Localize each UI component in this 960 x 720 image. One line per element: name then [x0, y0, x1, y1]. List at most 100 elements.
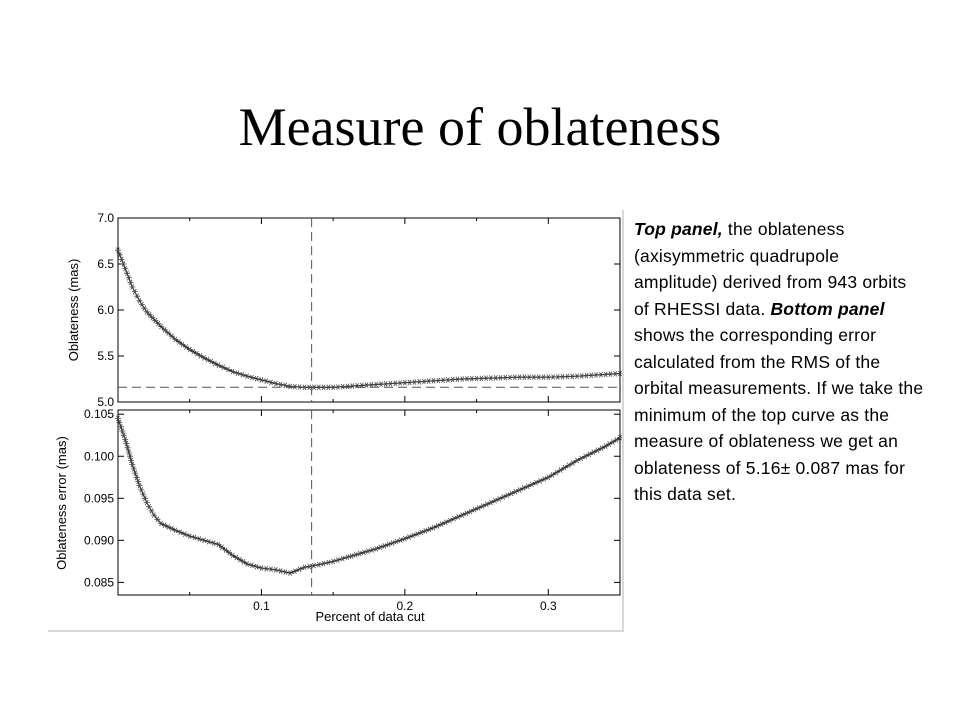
bottom-asterisk-marker	[418, 529, 425, 536]
bottom-asterisk-marker	[459, 512, 466, 518]
bottom-asterisk-marker	[244, 561, 251, 567]
top-data-point	[183, 344, 190, 350]
bottom-data-point	[116, 419, 123, 426]
top-asterisk-marker	[617, 370, 622, 377]
bottom-asterisk-marker	[565, 462, 572, 469]
top-data-point	[165, 330, 172, 336]
top-y-tick-label: 6.0	[97, 303, 114, 317]
bottom-asterisk-marker	[141, 495, 148, 502]
top-asterisk-marker	[234, 370, 241, 376]
bottom-y-tick-label: 0.095	[84, 491, 114, 505]
top-data-point	[155, 320, 162, 327]
top-data-point	[127, 279, 134, 286]
bottom-data-point	[177, 529, 184, 535]
top-y-axis-label: Oblateness (mas)	[66, 259, 81, 362]
bottom-asterisk-marker	[471, 506, 478, 513]
bottom-asterisk-marker	[430, 524, 437, 531]
top-asterisk-marker	[152, 317, 159, 324]
oblateness-chart: 5.05.56.06.57.0 Oblateness (mas) 0.0850.…	[54, 211, 622, 624]
top-asterisk-marker	[277, 381, 284, 388]
bottom-data-point	[219, 544, 225, 551]
top-asterisk-marker	[220, 364, 227, 371]
top-data-point	[277, 381, 284, 388]
bottom-asterisk-marker	[253, 563, 260, 570]
bottom-asterisk-marker	[360, 549, 367, 556]
bottom-data-point	[360, 549, 367, 556]
top-asterisk-marker	[125, 275, 132, 281]
bottom-data-point	[272, 567, 279, 573]
top-panel-frame	[117, 217, 621, 403]
bottom-asterisk-marker	[201, 537, 208, 544]
bottom-asterisk-marker	[210, 540, 217, 546]
bottom-asterisk-marker	[272, 567, 279, 573]
top-asterisk-marker	[183, 344, 190, 350]
bottom-asterisk-marker	[352, 552, 359, 558]
bottom-data-point	[296, 566, 303, 572]
top-asterisk-marker	[248, 374, 255, 381]
top-data-point	[244, 373, 251, 379]
bottom-data-point	[475, 505, 482, 511]
bottom-data-point	[306, 563, 313, 570]
top-y-ticks: 5.0 5.5 6.0 6.5 7.0	[97, 211, 620, 409]
bottom-asterisk-marker	[124, 445, 131, 451]
bottom-data-point	[574, 457, 580, 464]
top-asterisk-marker	[225, 366, 231, 373]
bottom-asterisk-marker	[344, 554, 351, 560]
top-asterisk-marker	[349, 383, 356, 389]
bottom-data-point	[123, 440, 130, 447]
bottom-data-point	[119, 428, 126, 434]
bottom-asterisk-marker	[483, 501, 490, 508]
top-asterisk-marker	[116, 252, 123, 258]
bottom-asterisk-marker	[512, 488, 519, 495]
bottom-y-tick-label: 0.105	[84, 407, 114, 421]
top-data-point	[115, 247, 121, 253]
bottom-data-point	[393, 538, 400, 545]
bottom-asterisk-marker	[594, 447, 601, 453]
top-asterisk-marker	[239, 371, 246, 378]
bottom-data-point	[541, 476, 548, 482]
bottom-asterisk-marker	[348, 553, 355, 559]
bottom-asterisk-marker	[172, 527, 179, 534]
top-data-point	[131, 288, 138, 295]
bottom-asterisk-marker	[205, 538, 212, 545]
bottom-data-point	[406, 534, 412, 540]
bottom-data-point	[471, 506, 478, 513]
bottom-asterisk-marker	[475, 505, 482, 511]
top-y-tick-label: 7.0	[97, 211, 114, 225]
bottom-asterisk-marker	[334, 557, 341, 563]
bottom-data-point	[127, 453, 133, 459]
top-data-point	[141, 305, 148, 311]
bottom-data-point	[201, 537, 208, 544]
top-y-tick-label: 5.0	[97, 395, 114, 409]
bottom-asterisk-marker	[311, 562, 317, 569]
bottom-asterisk-marker	[330, 558, 337, 565]
bottom-asterisk-marker	[406, 534, 412, 540]
bottom-data-point	[186, 533, 193, 539]
bottom-asterisk-marker	[422, 528, 429, 534]
bottom-data-point	[537, 478, 544, 484]
bottom-data-point	[463, 510, 470, 517]
top-data-point	[143, 309, 150, 315]
bottom-asterisk-marker	[582, 453, 589, 460]
bottom-asterisk-marker	[393, 538, 400, 545]
bottom-data-point	[549, 472, 556, 478]
bottom-asterisk-marker	[120, 432, 127, 438]
top-data-point	[124, 270, 130, 276]
bottom-data-point	[277, 568, 284, 574]
top-data-point	[136, 298, 143, 304]
bottom-panel-frame	[117, 409, 621, 596]
top-data-point	[125, 275, 132, 281]
caption-text-2: shows the corresponding error calculated…	[634, 325, 924, 504]
top-panel: 5.0 5.5 6.0 6.5 7.0 Oblateness (mas)	[66, 211, 622, 409]
bottom-data-point	[520, 485, 527, 491]
bottom-asterisk-marker	[133, 474, 140, 481]
bottom-data-point	[578, 455, 585, 462]
bottom-data-point	[150, 512, 157, 518]
bottom-asterisk-marker	[528, 481, 535, 488]
top-data-point	[172, 336, 179, 343]
bottom-asterisk-marker	[381, 543, 388, 549]
bottom-data-point	[136, 482, 143, 489]
bottom-asterisk-marker	[150, 512, 157, 518]
top-series-line	[117, 249, 621, 388]
figure-caption: Top panel, the oblateness (axisymmetric …	[634, 216, 924, 508]
